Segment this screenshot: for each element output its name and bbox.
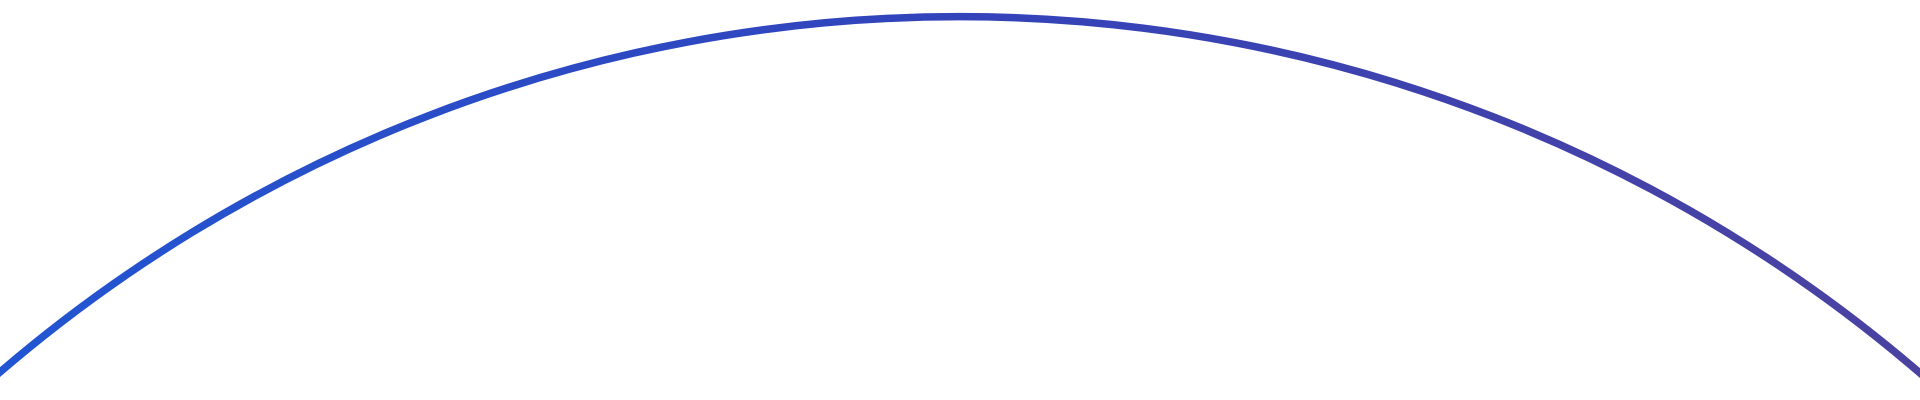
arc-line [0,12,1920,379]
